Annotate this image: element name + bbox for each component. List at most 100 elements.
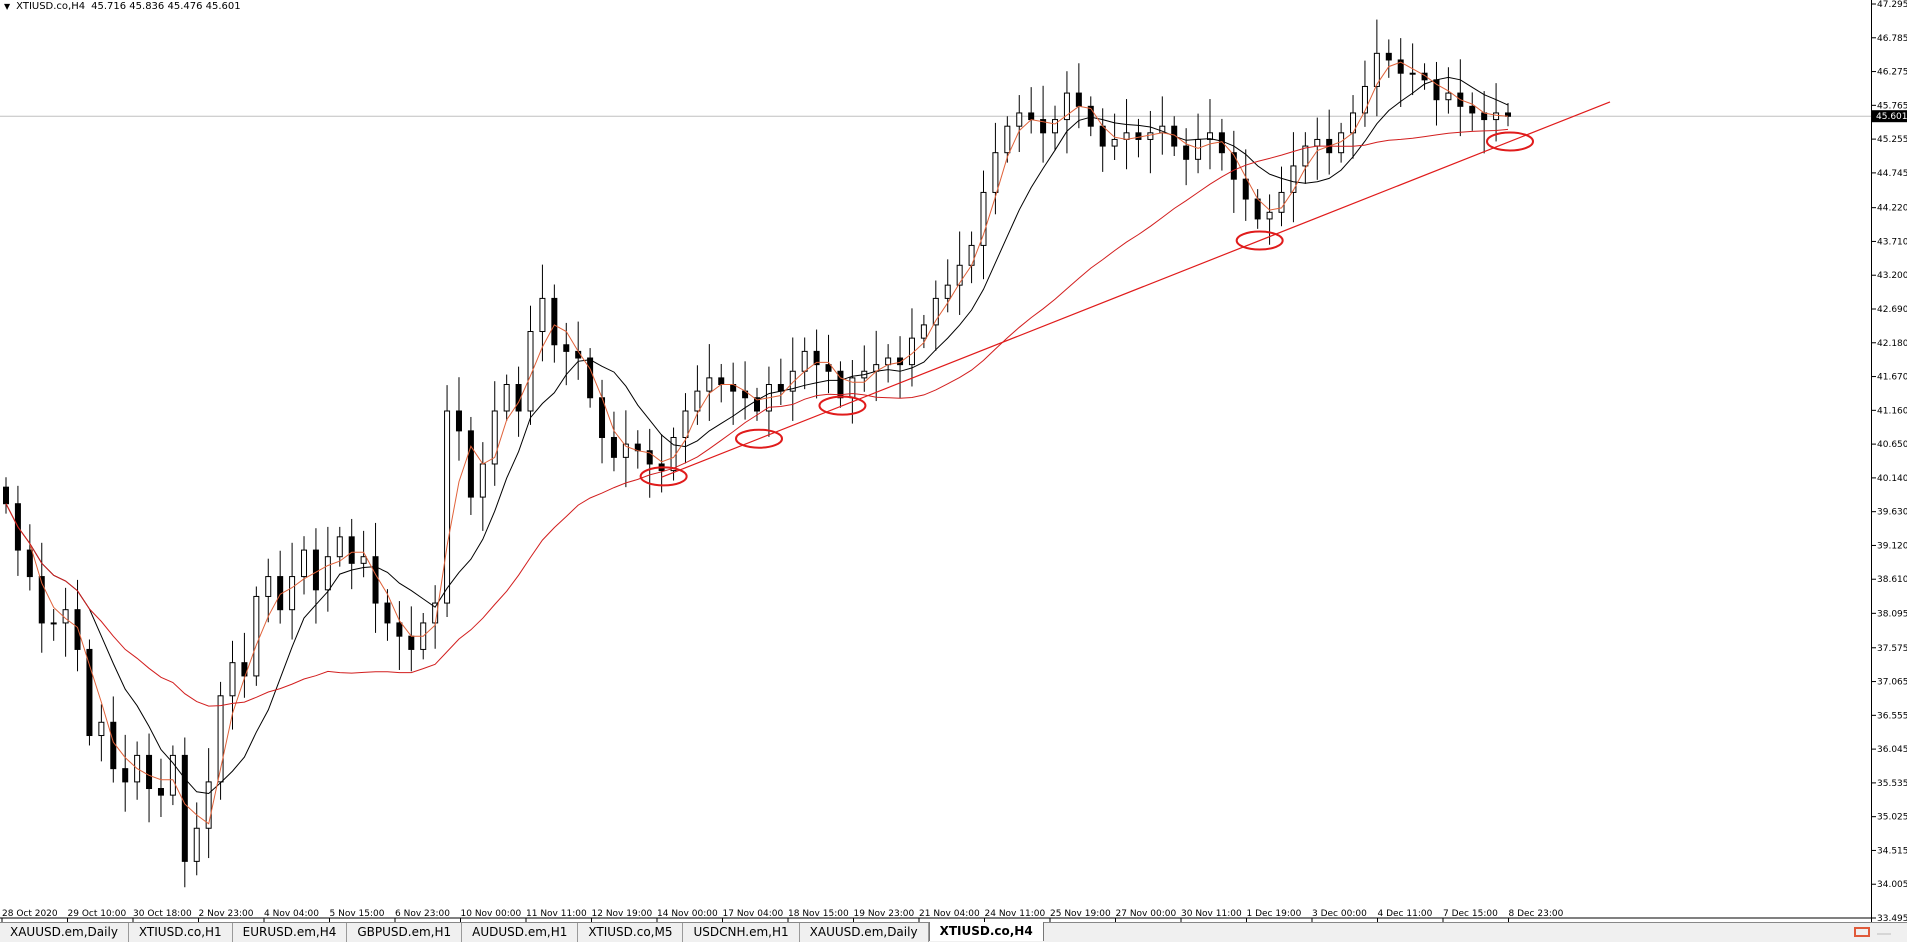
- bull-candle: [193, 827, 200, 862]
- price-chart[interactable]: 28 Oct 2020 29 Oct 10:00 30 Oct 18:00 2 Nov…: [0, 0, 1871, 922]
- bear-candle: [86, 648, 93, 737]
- bear-candle: [646, 450, 653, 465]
- chart-tab[interactable]: XTIUSD.co,H4: [928, 922, 1044, 941]
- time-tick-label: 19 Nov 23:00: [854, 909, 915, 919]
- time-tick-label: 7 Dec 15:00: [1443, 909, 1498, 919]
- chart-tab[interactable]: XAUUSD.em,Daily: [800, 923, 929, 942]
- time-tick-label: 12 Nov 19:00: [592, 909, 653, 919]
- chart-tab[interactable]: GBPUSD.em,H1: [347, 923, 463, 942]
- dropdown-triangle-icon[interactable]: ▼: [4, 2, 11, 11]
- bull-candle: [1302, 145, 1309, 167]
- bear-candle: [110, 721, 117, 770]
- price-tick-label: 41.160: [1877, 406, 1907, 416]
- bear-candle: [563, 344, 570, 352]
- bull-candle: [1290, 165, 1297, 193]
- chart-tabs: XAUUSD.em,Daily XTIUSD.co,H1 EURUSD.em,H4 G…: [0, 922, 1907, 942]
- bull-candle: [265, 576, 272, 597]
- bull-candle: [1004, 125, 1011, 154]
- bear-candle: [1469, 105, 1476, 114]
- bear-candle: [1183, 145, 1190, 160]
- price-axis[interactable]: 47.295 46.785 46.275 45.765 45.255 44.745 44.2…: [1871, 0, 1907, 924]
- bull-candle: [1278, 191, 1285, 213]
- time-tick-label: 3 Dec 00:00: [1312, 909, 1367, 919]
- time-tick-label: 8 Dec 23:00: [1509, 909, 1564, 919]
- price-axis-scale: 47.295 46.785 46.275 45.765 45.255 44.745 44.2…: [1872, 0, 1907, 924]
- current-price-box: [1872, 110, 1907, 123]
- bear-candle: [610, 436, 617, 458]
- chart-tab[interactable]: EURUSD.em,H4: [233, 923, 348, 942]
- bull-candle: [169, 754, 176, 796]
- bull-candle: [706, 377, 713, 392]
- bear-candle: [467, 430, 474, 498]
- bear-candle: [181, 754, 188, 862]
- price-tick-label: 44.745: [1877, 169, 1907, 179]
- moving-average-line: [5, 128, 1509, 707]
- time-tick-label: 25 Nov 19:00: [1050, 909, 1111, 919]
- current-price-label: 45.601: [1876, 112, 1907, 122]
- bear-candle: [1087, 105, 1094, 127]
- chart-tab[interactable]: USDCNH.em,H1: [683, 923, 800, 942]
- trendline: [661, 101, 1611, 478]
- bear-candle: [718, 377, 725, 386]
- time-tick-label: 21 Nov 04:00: [919, 909, 980, 919]
- chart-area[interactable]: 28 Oct 2020 29 Oct 10:00 30 Oct 18:00 2 Nov…: [0, 0, 1871, 922]
- bear-candle: [551, 297, 558, 346]
- bull-candle: [1493, 112, 1500, 121]
- bull-candle: [801, 350, 808, 372]
- bear-candle: [384, 602, 391, 624]
- time-tick-label: 14 Nov 00:00: [657, 909, 718, 919]
- price-tick-label: 47.295: [1877, 0, 1907, 10]
- bull-candle: [50, 622, 57, 625]
- bear-candle: [312, 549, 319, 591]
- bull-candle: [301, 549, 308, 578]
- time-tick-label: 11 Nov 11:00: [526, 909, 587, 919]
- bull-candle: [1063, 92, 1070, 121]
- bull-candle: [1123, 132, 1130, 140]
- price-tick-label: 42.690: [1877, 305, 1907, 315]
- time-tick-label: 18 Nov 15:00: [788, 909, 849, 919]
- bull-candle: [1373, 52, 1380, 87]
- chart-tab[interactable]: AUDUSD.em,H1: [462, 923, 579, 942]
- bull-candle: [920, 324, 927, 339]
- bear-candle: [157, 788, 164, 796]
- highlight-circle: [735, 428, 783, 449]
- bear-candle: [372, 556, 379, 604]
- price-tick-label: 35.025: [1877, 813, 1907, 823]
- chart-tab[interactable]: XTIUSD.co,H1: [129, 923, 233, 942]
- price-tick-label: 42.180: [1877, 339, 1907, 349]
- chart-tab[interactable]: XTIUSD.co,M5: [578, 923, 684, 942]
- price-tick-label: 40.140: [1877, 474, 1907, 484]
- bear-candle: [1397, 59, 1404, 74]
- price-tick-label: 34.515: [1877, 846, 1907, 856]
- chart-tab[interactable]: XAUUSD.em,Daily: [0, 923, 129, 942]
- bear-candle: [3, 486, 9, 505]
- bull-candle: [1147, 132, 1154, 140]
- bear-candle: [348, 536, 355, 564]
- bear-candle: [408, 635, 415, 650]
- bull-candle: [1206, 132, 1213, 140]
- bull-candle: [622, 443, 629, 458]
- time-tick-label: 29 Oct 10:00: [68, 909, 127, 919]
- bear-candle: [122, 768, 129, 783]
- bear-candle: [1028, 112, 1035, 121]
- price-tick-label: 43.710: [1877, 237, 1907, 247]
- bear-candle: [754, 397, 760, 412]
- bear-candle: [1385, 52, 1392, 61]
- bull-candle: [789, 370, 796, 392]
- price-tick-label: 38.095: [1877, 609, 1907, 619]
- bear-candle: [396, 622, 403, 637]
- bear-candle: [1099, 125, 1106, 147]
- bull-candle: [1195, 138, 1202, 160]
- bear-candle: [897, 357, 904, 366]
- bull-candle: [205, 781, 212, 829]
- price-tick-label: 45.255: [1877, 135, 1907, 145]
- bear-candle: [587, 357, 594, 399]
- moving-average-line: [5, 61, 1509, 825]
- price-tick-label: 46.275: [1877, 68, 1907, 78]
- bear-candle: [1254, 198, 1261, 220]
- bull-candle: [217, 695, 224, 783]
- time-tick-label: 10 Nov 00:00: [461, 909, 522, 919]
- bull-candle: [527, 331, 534, 412]
- bear-candle: [825, 364, 832, 372]
- price-tick-label: 45.765: [1877, 101, 1907, 111]
